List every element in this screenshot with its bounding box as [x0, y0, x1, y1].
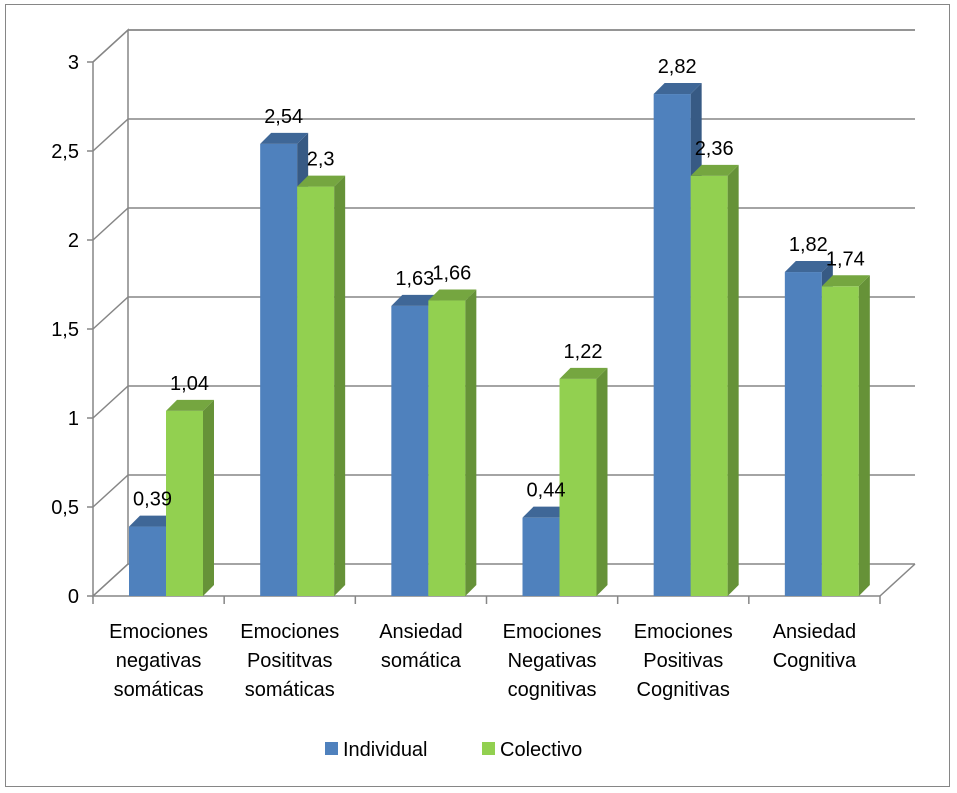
chart-frame: 0,39 1,04 2,54 2,3 1,63 1,66 0,44 1,22 2,82 2,36 1…: [5, 4, 950, 787]
y-tick-labels: 0 0,5 1 1,5 2 2,5 3: [51, 52, 79, 608]
data-label: 2,54: [264, 106, 303, 128]
y-tick-label: 3: [68, 52, 79, 74]
x-tick-label: Emociones Negativas cognitivas: [503, 621, 602, 701]
bar: [559, 367, 608, 596]
y-tick-label: 2,5: [51, 141, 79, 163]
x-tick-label: Emociones Posititvas somáticas: [240, 621, 339, 701]
y-tick-label: 0: [68, 586, 79, 608]
y-tick-label: 1: [68, 408, 79, 430]
bar: [428, 289, 477, 596]
data-label: 2,36: [695, 138, 734, 160]
gridline: [92, 563, 915, 597]
y-tick-label: 0,5: [51, 497, 79, 519]
legend-label: Individual: [343, 739, 428, 761]
bar: [821, 275, 870, 596]
data-labels: 0,39 1,04 2,542,3 1,631,66 0,44 1,22 2,82 2,36 1…: [133, 56, 865, 511]
gridline: [92, 118, 915, 152]
x-tick-label: Ansiedad somática: [379, 621, 462, 672]
y-tick-label: 1,5: [51, 319, 79, 341]
gridlines: [92, 29, 915, 597]
data-label: 1,04: [170, 373, 209, 395]
data-label: 1,63: [395, 268, 434, 290]
floor-edge: [879, 563, 916, 597]
bar: [166, 399, 214, 596]
gridline: [92, 474, 915, 508]
data-label: 1,74: [826, 248, 865, 270]
data-label: 0,39: [133, 489, 172, 511]
legend: Individual Colectivo: [325, 739, 582, 761]
data-label: 1,82: [789, 234, 828, 256]
x-tick-label: Ansiedad Cognitiva: [773, 621, 857, 672]
legend-item: Colectivo: [482, 739, 582, 761]
data-label: 0,44: [527, 480, 566, 502]
gridline: [92, 296, 915, 330]
y-tick-label: 2: [68, 230, 79, 252]
legend-swatch: [325, 742, 338, 755]
gridline: [92, 29, 915, 63]
data-label: 2,82: [658, 56, 697, 78]
axes: [87, 61, 916, 604]
x-tick-label: Emociones Positivas Cognitivas: [634, 621, 733, 701]
data-label: 1,22: [564, 341, 603, 363]
data-label: 1,66: [432, 263, 471, 285]
x-tick-label: Emociones negativas somáticas: [109, 621, 208, 701]
x-tick-labels: Emociones negativas somáticas Emociones Posi…: [109, 621, 857, 701]
legend-item: Individual: [325, 739, 428, 761]
gridline: [92, 207, 915, 241]
legend-label: Colectivo: [500, 739, 582, 761]
bar-chart: 0,39 1,04 2,542,3 1,631,66 0,44 1,22 2,82 2,36 1…: [51, 28, 916, 761]
bar: [690, 164, 739, 597]
bars: [129, 83, 870, 597]
data-label: 2,3: [307, 149, 335, 171]
gridline: [92, 385, 915, 419]
legend-swatch: [482, 742, 495, 755]
bar: [297, 175, 346, 596]
